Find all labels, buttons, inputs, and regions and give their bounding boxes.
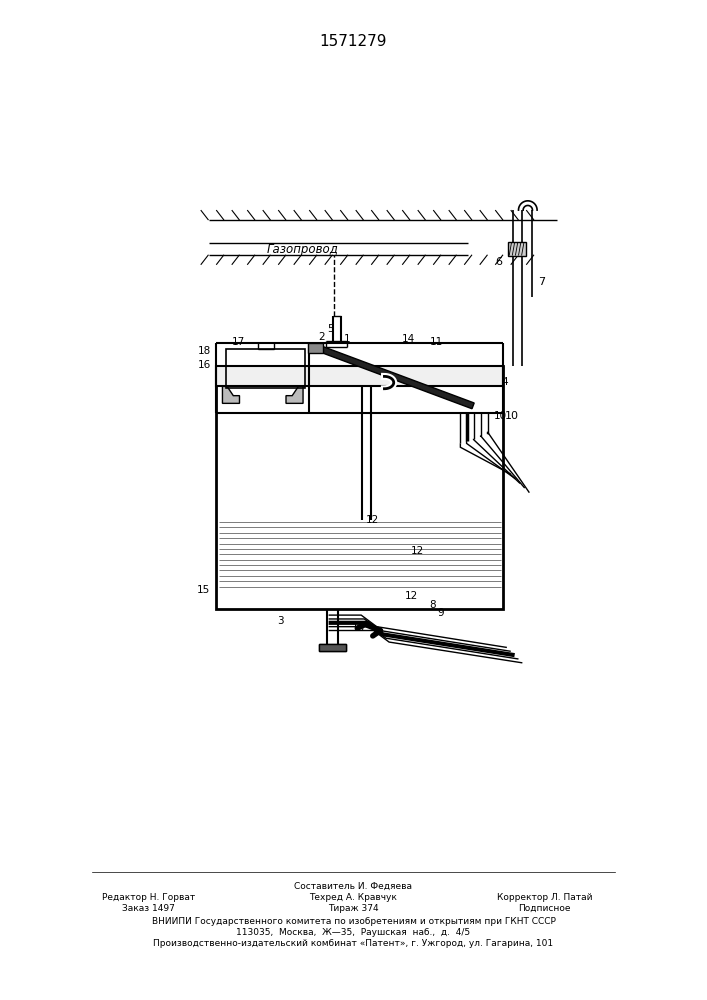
Text: Редактор Н. Горват: Редактор Н. Горват: [102, 893, 195, 902]
Text: 12: 12: [411, 546, 424, 556]
Text: 9: 9: [437, 608, 444, 618]
Text: 4: 4: [501, 377, 508, 387]
Text: 13: 13: [352, 623, 365, 633]
Text: Составитель И. Федяева: Составитель И. Федяева: [295, 882, 412, 891]
Text: 15: 15: [197, 585, 210, 595]
Text: Техред А. Кравчук: Техред А. Кравчук: [310, 893, 397, 902]
Text: 8: 8: [429, 600, 436, 610]
Text: 1571279: 1571279: [320, 34, 387, 49]
Text: 11: 11: [429, 337, 443, 347]
Text: 113035,  Москва,  Ж—35,  Раушская  наб.,  д.  4/5: 113035, Москва, Ж—35, Раушская наб., д. …: [236, 928, 471, 937]
Text: Заказ 1497: Заказ 1497: [122, 904, 175, 913]
Text: ВНИИПИ Государственного комитета по изобретениям и открытиям при ГКНТ СССР: ВНИИПИ Государственного комитета по изоб…: [151, 917, 556, 926]
Text: 12: 12: [404, 591, 418, 601]
Bar: [218, 520, 501, 590]
Text: 10: 10: [493, 411, 507, 421]
Polygon shape: [320, 644, 346, 651]
Text: 10: 10: [505, 411, 518, 421]
Bar: [226, 349, 305, 388]
Text: Газопровод: Газопровод: [267, 243, 339, 256]
Text: 12: 12: [366, 515, 379, 525]
Text: 17: 17: [232, 337, 245, 347]
Text: 1: 1: [344, 334, 351, 344]
Text: 18: 18: [197, 346, 211, 356]
Text: 7: 7: [538, 277, 545, 287]
Text: 6: 6: [495, 257, 502, 267]
Polygon shape: [313, 344, 474, 409]
Text: 14: 14: [402, 334, 416, 344]
Text: Тираж 374: Тираж 374: [328, 904, 379, 913]
Polygon shape: [223, 386, 240, 403]
Polygon shape: [308, 343, 323, 353]
Bar: [216, 366, 503, 386]
Bar: [216, 366, 503, 609]
Text: 16: 16: [197, 360, 211, 370]
Text: 2: 2: [319, 332, 325, 342]
Text: Производственно-издательский комбинат «Патент», г. Ужгород, ул. Гагарина, 101: Производственно-издательский комбинат «П…: [153, 939, 554, 948]
Polygon shape: [286, 386, 303, 403]
Text: 5: 5: [327, 324, 334, 334]
Text: 3: 3: [276, 615, 284, 626]
Bar: [508, 242, 526, 256]
Text: Подписное: Подписное: [518, 904, 571, 913]
Text: Корректор Л. Патай: Корректор Л. Патай: [496, 893, 592, 902]
